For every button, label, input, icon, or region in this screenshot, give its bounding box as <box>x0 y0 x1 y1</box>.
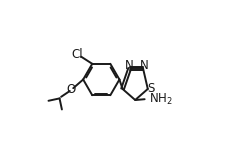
Text: O: O <box>67 83 76 96</box>
Text: N: N <box>139 59 148 73</box>
Text: NH$_2$: NH$_2$ <box>149 92 172 107</box>
Text: N: N <box>124 59 133 73</box>
Text: Cl: Cl <box>72 48 83 61</box>
Text: S: S <box>147 83 154 95</box>
